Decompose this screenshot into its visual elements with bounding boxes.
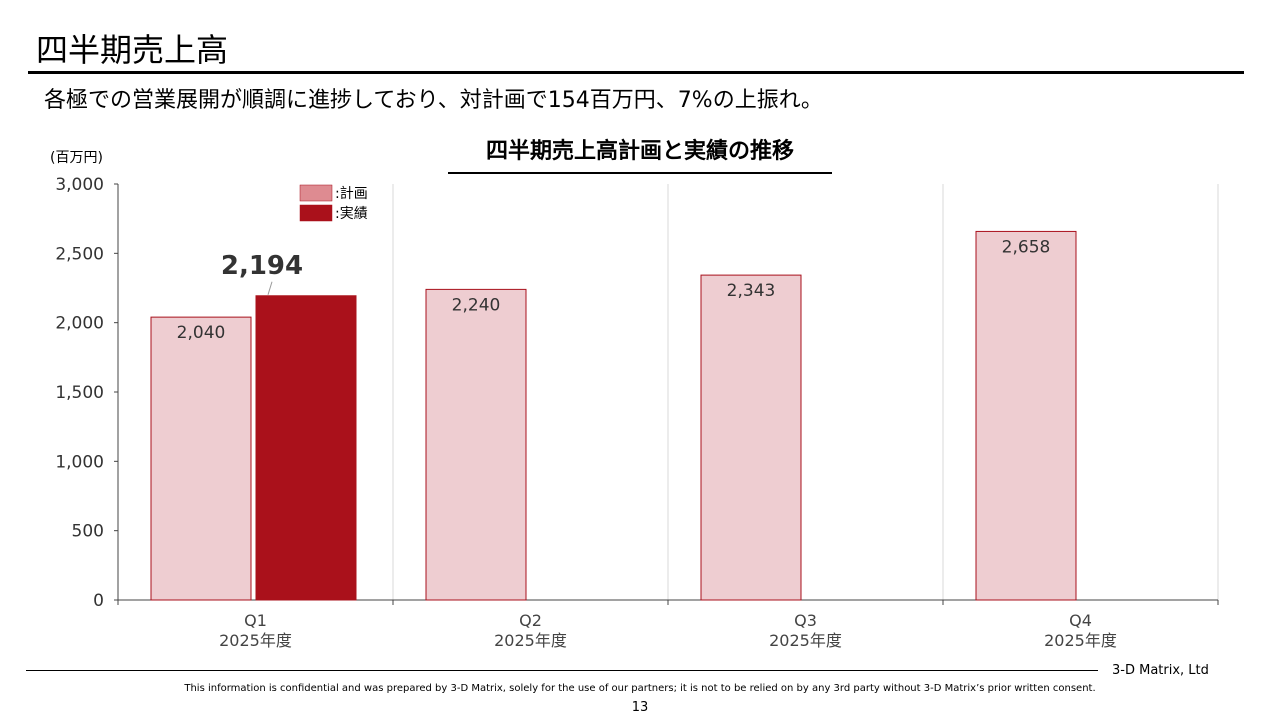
data-label-plan: 2,240 xyxy=(452,295,501,315)
data-label-plan: 2,040 xyxy=(177,323,226,343)
y-tick-label: 500 xyxy=(72,522,104,542)
actual-bar xyxy=(255,295,357,601)
company-name: 3-D Matrix, Ltd xyxy=(1112,663,1209,678)
data-label-leader xyxy=(267,281,273,295)
plan-bar xyxy=(425,288,527,601)
page-number: 13 xyxy=(631,700,649,715)
x-tick-label: Q3 2025年度 xyxy=(769,611,842,650)
chart-title-underline xyxy=(448,172,832,174)
legend-swatch-actual xyxy=(299,204,333,222)
disclaimer-text: This information is confidential and was… xyxy=(184,683,1096,694)
title-underline xyxy=(28,71,1244,74)
y-tick-label: 3,000 xyxy=(55,175,104,195)
unit-label: (百万円) xyxy=(50,150,103,166)
plan-bar xyxy=(975,230,1077,601)
x-tick-label: Q4 2025年度 xyxy=(1044,611,1117,650)
legend-swatch-plan xyxy=(299,184,333,202)
plan-bar xyxy=(150,316,252,601)
y-tick-label: 1,500 xyxy=(55,383,104,403)
y-tick-label: 2,000 xyxy=(55,314,104,334)
legend-label-plan: :計画 xyxy=(335,186,368,202)
slide-title: 四半期売上高 xyxy=(36,31,229,69)
data-label-actual: 2,194 xyxy=(221,251,303,281)
y-tick-label: 0 xyxy=(93,591,104,611)
y-tick-label: 1,000 xyxy=(55,452,104,472)
lead-text: 各極での営業展開が順調に進捗しており、対計画で154百万円、7%の上振れ。 xyxy=(44,88,823,113)
x-tick-label: Q2 2025年度 xyxy=(494,611,567,650)
plan-bar xyxy=(700,274,802,601)
legend-label-actual: :実績 xyxy=(335,206,368,222)
x-tick-label: Q1 2025年度 xyxy=(219,611,292,650)
footer-rule xyxy=(26,670,1098,671)
data-label-plan: 2,343 xyxy=(727,281,776,301)
data-label-plan: 2,658 xyxy=(1002,237,1051,257)
chart-title: 四半期売上高計画と実績の推移 xyxy=(485,139,794,164)
y-tick-label: 2,500 xyxy=(55,244,104,264)
